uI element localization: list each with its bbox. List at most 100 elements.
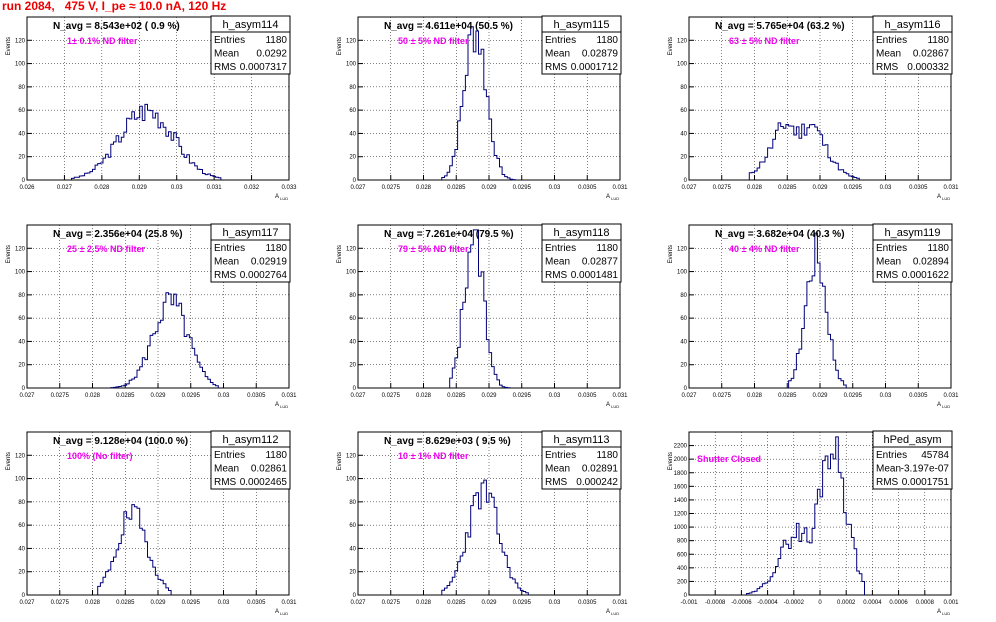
x-tick-label: 0.029 — [481, 393, 497, 399]
histogram-panel: -0.001 -0.0008 -0.0006 -0.0004 -0.0002 0 0.000… — [668, 430, 959, 616]
stat-value: 0.0007317 — [240, 62, 288, 73]
y-tick-label: 800 — [677, 539, 688, 545]
y-tick-label: 100 — [346, 477, 357, 483]
stat-value: 1180 — [265, 450, 287, 461]
y-axis-label: Events — [668, 452, 674, 470]
x-tick-label: 0.0275 — [382, 393, 401, 399]
stat-label: Mean — [876, 257, 901, 268]
x-tick-label: -0.0008 — [705, 600, 726, 606]
stat-label: RMS — [876, 62, 899, 73]
navg-label: N_avg = 4.611e+04 (50.5 %) — [384, 21, 513, 32]
y-tick-label: 1600 — [674, 484, 688, 490]
y-tick-label: 400 — [677, 566, 688, 572]
y-tick-label: 60 — [18, 523, 25, 529]
stat-label: Mean — [545, 257, 570, 268]
x-tick-label: 0.0305 — [578, 185, 597, 191]
filter-note: 1± 0.1% ND filter — [67, 36, 138, 46]
x-tick-label: -0.0004 — [757, 600, 778, 606]
y-tick-label: 120 — [15, 246, 26, 252]
x-tick-label: 0.0305 — [909, 185, 928, 191]
filter-note: 40 ± 4% ND filter — [729, 244, 800, 254]
x-tick-label: 0.027 — [350, 393, 366, 399]
y-tick-label: 80 — [680, 85, 687, 91]
stat-value: 0.0292 — [256, 49, 287, 60]
histogram-panel: 0.027 0.0275 0.028 0.0285 0.029 0.0295 0.03 0.0… — [668, 223, 959, 409]
navg-label: N_avg = 8.543e+02 ( 0.9 %) — [53, 21, 180, 32]
y-tick-label: 40 — [680, 339, 687, 345]
y-tick-label: 60 — [18, 108, 25, 114]
x-tick-label: 0.028 — [416, 393, 432, 399]
x-tick-label: 0.031 — [612, 185, 628, 191]
stat-value: 45784 — [921, 450, 949, 461]
x-tick-label: 0.0275 — [382, 600, 401, 606]
x-tick-label: 0.0295 — [513, 185, 532, 191]
stat-label: RMS — [214, 62, 237, 73]
stat-label: Entries — [545, 35, 576, 46]
stat-label: Entries — [214, 35, 245, 46]
stat-label: Mean — [876, 49, 901, 60]
y-tick-label: 80 — [18, 500, 25, 506]
y-tick-label: 1200 — [674, 512, 688, 518]
histogram-name: h_asym113 — [553, 434, 609, 446]
y-tick-label: 40 — [18, 131, 25, 137]
histogram-panel: 0.027 0.0275 0.028 0.0285 0.029 0.0295 0.03 0.0… — [337, 430, 628, 616]
x-tick-label: 0.028 — [85, 393, 101, 399]
filter-note: 100% (No filter) — [67, 451, 133, 461]
navg-label: N_avg = 9.128e+04 (100.0 %) — [53, 436, 188, 447]
x-tick-label: 0.028 — [747, 393, 763, 399]
stat-value: 1180 — [265, 243, 287, 254]
x-axis-label: A LUD — [275, 402, 288, 409]
histogram-series — [449, 229, 511, 389]
filter-note: Shutter Closed — [697, 454, 761, 464]
y-tick-label: 40 — [349, 131, 356, 137]
x-tick-label: 0.0285 — [116, 600, 135, 606]
histogram-name: h_asym117 — [222, 227, 278, 239]
stat-value: -3.197e-07 — [901, 464, 950, 475]
y-tick-label: 40 — [680, 131, 687, 137]
x-tick-label: 0.0285 — [447, 185, 466, 191]
x-axis-label: A LUD — [606, 609, 619, 616]
x-tick-label: 0.0275 — [382, 185, 401, 191]
x-tick-label: 0.0295 — [182, 393, 201, 399]
histogram-panel: 0.026 0.027 0.028 0.029 0.03 0.031 0.032 0.033 0… — [6, 15, 297, 201]
x-tick-label: 0.0305 — [578, 393, 597, 399]
y-tick-label: 20 — [18, 570, 25, 576]
histogram-series — [71, 103, 222, 180]
histogram-panel: 0.027 0.0275 0.028 0.0285 0.029 0.0295 0.03 0.0… — [668, 15, 959, 201]
y-tick-label: 60 — [680, 108, 687, 114]
x-tick-label: 0.0295 — [844, 393, 863, 399]
x-tick-label: 0.0275 — [51, 600, 70, 606]
y-axis-label: Events — [337, 452, 343, 470]
histogram-name: h_asym112 — [222, 434, 278, 446]
stat-label: RMS — [876, 477, 899, 488]
y-tick-label: 60 — [349, 523, 356, 529]
stat-label: RMS — [214, 477, 237, 488]
histogram-series — [441, 26, 516, 181]
x-tick-label: 0.0008 — [916, 600, 935, 606]
stat-value: 0.02877 — [582, 257, 619, 268]
stat-value: 0.02891 — [582, 464, 619, 475]
x-tick-label: 0.0305 — [578, 600, 597, 606]
y-tick-label: 120 — [677, 38, 688, 44]
x-tick-label: 0.026 — [19, 185, 35, 191]
histogram-series — [746, 436, 865, 595]
y-tick-label: 120 — [346, 453, 357, 459]
y-tick-label: 60 — [349, 108, 356, 114]
x-tick-label: 0.029 — [132, 185, 148, 191]
stat-label: Mean — [545, 464, 570, 475]
x-tick-label: 0.0295 — [513, 393, 532, 399]
y-tick-label: 100 — [346, 62, 357, 68]
x-axis-label: A LUD — [937, 609, 950, 616]
y-tick-label: 20 — [680, 155, 687, 161]
stats-box — [210, 446, 291, 490]
y-tick-label: 80 — [349, 500, 356, 506]
y-tick-label: 2000 — [674, 457, 688, 463]
x-axis-label: A LUD — [937, 402, 950, 409]
stat-value: 1180 — [265, 35, 287, 46]
y-tick-label: 20 — [349, 570, 356, 576]
y-axis-label: Events — [6, 37, 12, 55]
y-tick-label: 40 — [349, 546, 356, 552]
x-tick-label: 0.028 — [747, 185, 763, 191]
stat-value: 0.02879 — [582, 49, 619, 60]
